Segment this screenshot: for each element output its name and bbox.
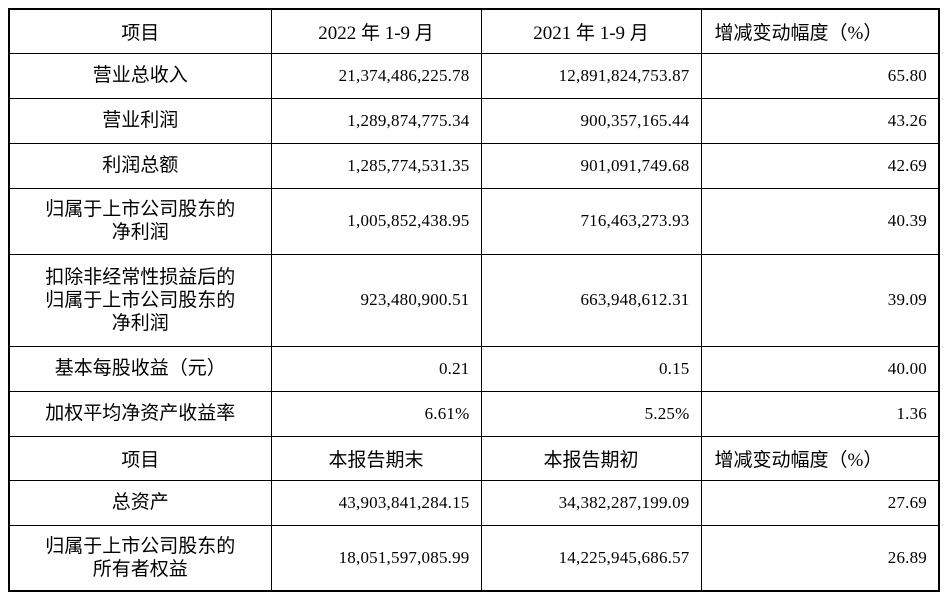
section2-header-row: 项目 本报告期末 本报告期初 增减变动幅度（%） xyxy=(8,435,940,481)
table-row-operating-profit: 营业利润 1,289,874,775.34 900,357,165.44 43.… xyxy=(8,97,940,144)
row-label: 扣除非经常性损益后的 归属于上市公司股东的 净利润 xyxy=(8,253,272,347)
change-value: 42.69 xyxy=(700,142,940,189)
table-row-total-profit: 利润总额 1,285,774,531.35 901,091,749.68 42.… xyxy=(8,142,940,189)
row-label: 利润总额 xyxy=(8,142,272,189)
table-row-net-profit-attributable: 归属于上市公司股东的 净利润 1,005,852,438.95 716,463,… xyxy=(8,187,940,255)
change-value: 27.69 xyxy=(700,479,940,526)
table-row-total-assets: 总资产 43,903,841,284.15 34,382,287,199.09 … xyxy=(8,479,940,526)
change-value: 1.36 xyxy=(700,390,940,437)
change-value: 40.39 xyxy=(700,187,940,255)
col-header-period-2021: 2021 年 1-9 月 xyxy=(480,8,702,54)
section1-header-row: 项目 2022 年 1-9 月 2021 年 1-9 月 增减变动幅度（%） xyxy=(8,8,940,54)
row-label: 基本每股收益（元） xyxy=(8,345,272,392)
row-label: 归属于上市公司股东的 净利润 xyxy=(8,187,272,255)
value-2021: 663,948,612.31 xyxy=(480,253,702,347)
row-label: 归属于上市公司股东的 所有者权益 xyxy=(8,524,272,592)
table-row-basic-eps: 基本每股收益（元） 0.21 0.15 40.00 xyxy=(8,345,940,392)
value-period-begin: 14,225,945,686.57 xyxy=(480,524,702,592)
value-2022: 1,285,774,531.35 xyxy=(270,142,482,189)
row-label: 加权平均净资产收益率 xyxy=(8,390,272,437)
col-header-item: 项目 xyxy=(8,8,272,54)
value-2022: 6.61% xyxy=(270,390,482,437)
value-period-end: 43,903,841,284.15 xyxy=(270,479,482,526)
value-2022: 0.21 xyxy=(270,345,482,392)
value-2021: 12,891,824,753.87 xyxy=(480,52,702,99)
row-label: 营业总收入 xyxy=(8,52,272,99)
change-value: 39.09 xyxy=(700,253,940,347)
row-label: 营业利润 xyxy=(8,97,272,144)
value-2021: 900,357,165.44 xyxy=(480,97,702,144)
col-header-item: 项目 xyxy=(8,435,272,481)
table-row-weighted-avg-roe: 加权平均净资产收益率 6.61% 5.25% 1.36 xyxy=(8,390,940,437)
value-2022: 1,005,852,438.95 xyxy=(270,187,482,255)
col-header-change-pct: 增减变动幅度（%） xyxy=(700,435,940,481)
table-row-net-profit-excl-nonrecurring: 扣除非经常性损益后的 归属于上市公司股东的 净利润 923,480,900.51… xyxy=(8,253,940,347)
value-2022: 1,289,874,775.34 xyxy=(270,97,482,144)
financial-summary-table: 项目 2022 年 1-9 月 2021 年 1-9 月 增减变动幅度（%） 营… xyxy=(8,8,940,592)
col-header-period-end: 本报告期末 xyxy=(270,435,482,481)
col-header-change-pct: 增减变动幅度（%） xyxy=(700,8,940,54)
value-period-begin: 34,382,287,199.09 xyxy=(480,479,702,526)
change-value: 43.26 xyxy=(700,97,940,144)
col-header-period-begin: 本报告期初 xyxy=(480,435,702,481)
value-2021: 716,463,273.93 xyxy=(480,187,702,255)
value-2021: 901,091,749.68 xyxy=(480,142,702,189)
change-value: 65.80 xyxy=(700,52,940,99)
value-2022: 21,374,486,225.78 xyxy=(270,52,482,99)
table-row-owners-equity-attributable: 归属于上市公司股东的 所有者权益 18,051,597,085.99 14,22… xyxy=(8,524,940,592)
table-row-total-revenue: 营业总收入 21,374,486,225.78 12,891,824,753.8… xyxy=(8,52,940,99)
change-value: 40.00 xyxy=(700,345,940,392)
value-2022: 923,480,900.51 xyxy=(270,253,482,347)
value-2021: 5.25% xyxy=(480,390,702,437)
col-header-period-2022: 2022 年 1-9 月 xyxy=(270,8,482,54)
value-period-end: 18,051,597,085.99 xyxy=(270,524,482,592)
value-2021: 0.15 xyxy=(480,345,702,392)
row-label: 总资产 xyxy=(8,479,272,526)
change-value: 26.89 xyxy=(700,524,940,592)
